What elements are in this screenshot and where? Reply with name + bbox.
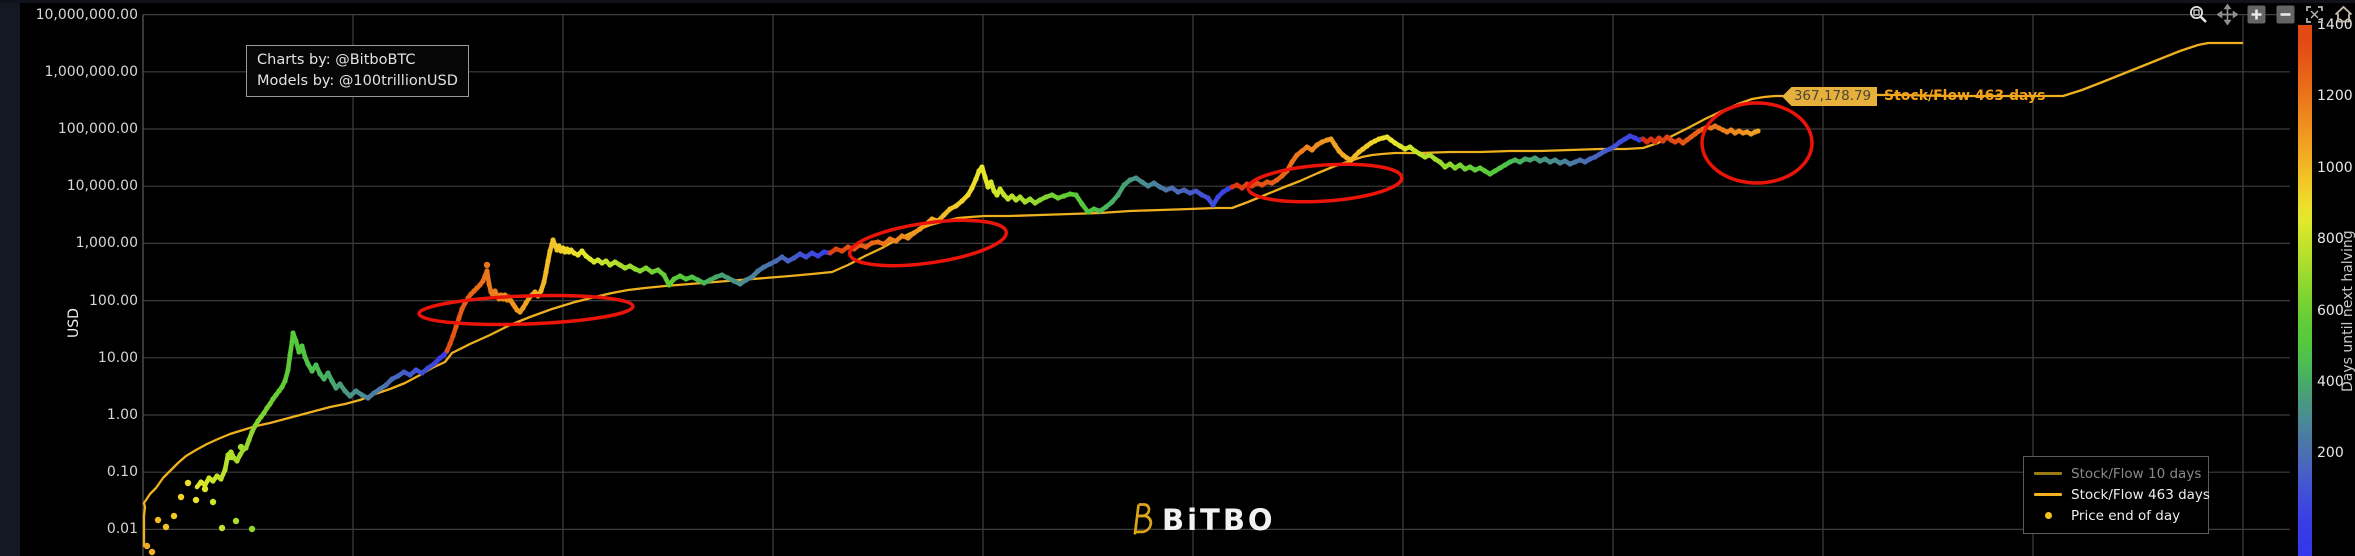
colorbar-tick-label: 200: [2317, 445, 2344, 461]
credits-annotation-box: Charts by: @BitboBTC Models by: @100tril…: [246, 45, 469, 98]
bitbo-logo-icon: [1133, 503, 1153, 535]
legend-label-sf463: Stock/Flow 463 days: [2071, 486, 2210, 503]
y-tick-label: 0.10: [106, 464, 138, 481]
bitbo-watermark-text: BiTBO: [1162, 502, 1276, 537]
colorbar-tick-label: 800: [2317, 231, 2344, 247]
legend-item-price[interactable]: Price end of day: [2034, 505, 2198, 526]
chart-toolbar: [2188, 4, 2354, 25]
sf10-line-swatch: [2034, 472, 2062, 475]
zoom-in-button[interactable]: [2246, 4, 2267, 25]
legend: Stock/Flow 10 days Stock/Flow 463 days P…: [2023, 456, 2210, 534]
colorbar-tick-label: 1000: [2317, 160, 2353, 176]
left-margin-strip: [0, 0, 20, 556]
colorbar-tick-label: 400: [2317, 374, 2344, 390]
colorbar-title: Days until next halving: [2340, 230, 2355, 392]
y-tick-label: 100,000.00: [57, 121, 138, 137]
y-axis-title: USD: [66, 308, 82, 338]
top-margin-strip: [0, 0, 2355, 3]
model-value-badge: 367,178.79: [1782, 87, 1877, 106]
legend-item-sf10[interactable]: Stock/Flow 10 days: [2034, 463, 2202, 484]
zoom-tool-icon[interactable]: [2188, 4, 2209, 25]
credits-line-2: Models by: @100trillionUSD: [257, 73, 458, 90]
legend-label-sf10: Stock/Flow 10 days: [2071, 465, 2202, 482]
bitbo-watermark: BiTBO: [1126, 501, 1276, 538]
y-tick-label: 100.00: [89, 292, 138, 309]
model-series-label: Stock/Flow 463 days: [1884, 88, 2046, 104]
y-tick-label: 1,000,000.00: [44, 63, 138, 80]
y-tick-label: 1.00: [106, 407, 138, 423]
y-tick-label: 0.01: [106, 521, 138, 538]
y-tick-label: 10,000,000.00: [35, 6, 138, 23]
legend-label-price: Price end of day: [2071, 507, 2181, 524]
reset-axes-icon[interactable]: [2304, 4, 2325, 25]
y-tick-label: 10.00: [97, 349, 138, 366]
colorbar-tick-label: 600: [2317, 303, 2344, 319]
sf463-line-swatch: [2034, 493, 2062, 496]
credits-line-1: Charts by: @BitboBTC: [257, 52, 416, 68]
y-tick-label: 10,000.00: [66, 178, 138, 195]
y-tick-label: 1,000.00: [75, 235, 138, 252]
zoom-out-button[interactable]: [2275, 4, 2296, 25]
home-icon[interactable]: [2333, 4, 2354, 25]
colorbar-tick-label: 1200: [2317, 88, 2353, 104]
price-dot-swatch: [2034, 512, 2062, 519]
legend-item-sf463[interactable]: Stock/Flow 463 days: [2034, 484, 2210, 505]
pan-tool-icon[interactable]: [2217, 4, 2238, 25]
